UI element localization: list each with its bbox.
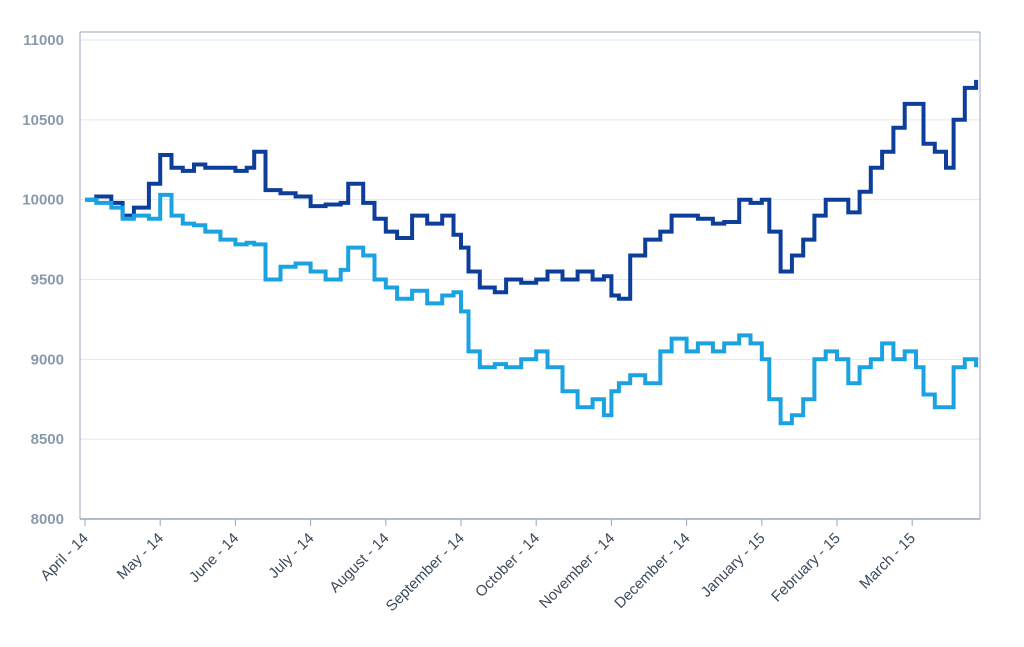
y-tick-label: 11000 — [23, 32, 64, 49]
x-tick-label: January - 15 — [698, 530, 769, 601]
y-tick-label: 8000 — [31, 511, 64, 528]
gridlines — [80, 39, 980, 520]
y-tick-label: 10000 — [22, 192, 64, 209]
x-tick-label: August - 14 — [326, 530, 392, 596]
y-tick-label: 10500 — [22, 112, 64, 129]
series-line-dark — [85, 79, 979, 301]
y-tick-label: 9500 — [31, 272, 64, 289]
x-tick-label: July - 14 — [265, 530, 317, 582]
x-tick-label: June - 14 — [186, 530, 242, 586]
x-tick-label: March - 15 — [856, 530, 919, 593]
x-axis-ticks: April - 14 May - 14 June - 14 July - 14 Augu… — [37, 519, 919, 615]
x-tick-label: May - 14 — [114, 530, 167, 583]
y-axis-ticks: 8000 8500 9000 9500 10000 10500 11000 — [22, 32, 64, 528]
axes — [79, 31, 981, 520]
series-lines — [85, 79, 979, 426]
x-tick-label: October - 14 — [472, 530, 543, 601]
x-tick-label: November - 14 — [536, 530, 618, 612]
x-tick-label: December - 14 — [611, 530, 693, 612]
series-line-light — [85, 192, 979, 426]
y-tick-label: 8500 — [31, 431, 64, 448]
y-tick-label: 9000 — [31, 351, 64, 368]
x-tick-label: September - 14 — [383, 530, 468, 615]
x-tick-label: April - 14 — [37, 530, 91, 584]
x-tick-label: February - 15 — [768, 530, 844, 606]
